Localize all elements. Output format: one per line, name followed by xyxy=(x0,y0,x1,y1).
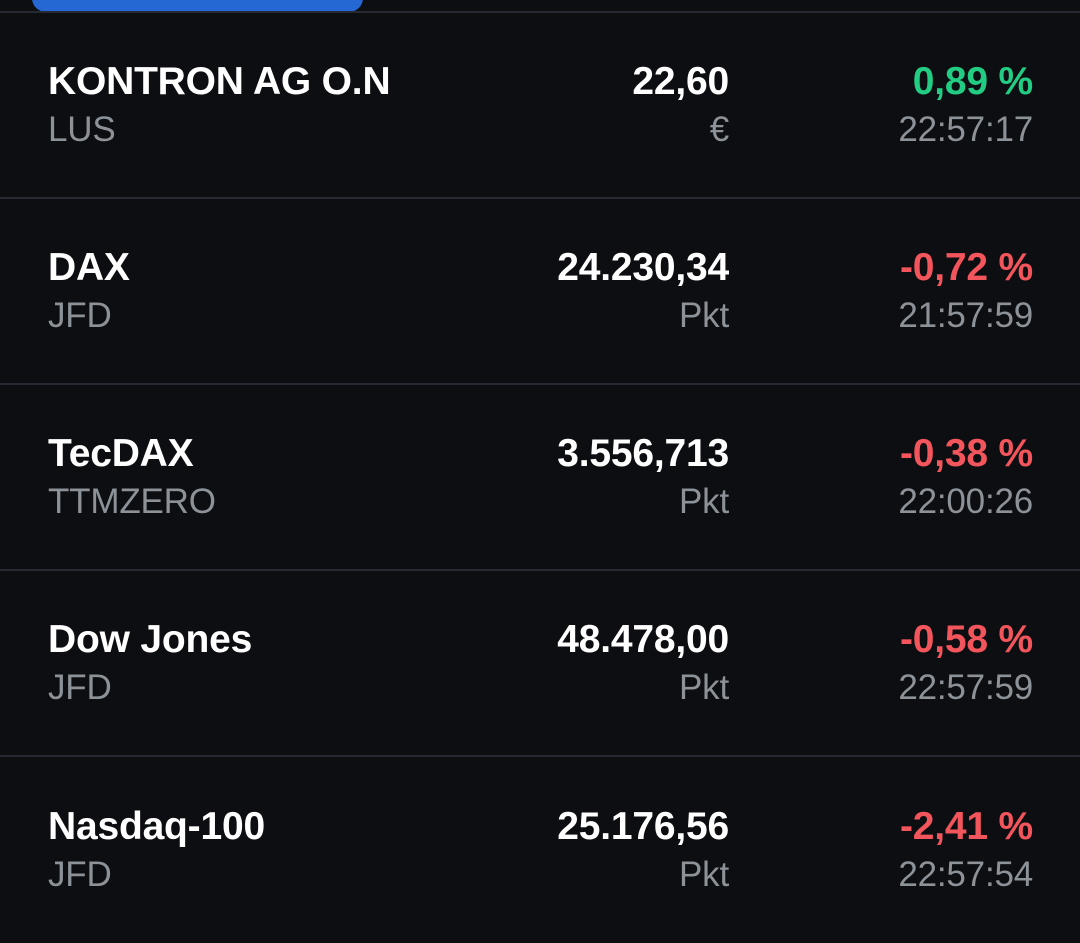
instrument-venue: JFD xyxy=(48,296,112,335)
instrument-venue: JFD xyxy=(48,668,112,707)
instrument-name: Dow Jones xyxy=(48,618,253,661)
quote-secondary-line: JFD Pkt 22:57:54 xyxy=(48,855,1033,895)
instrument-change-percent: -0,72 % xyxy=(899,246,1033,289)
instrument-unit: Pkt xyxy=(679,668,729,707)
tab-strip xyxy=(0,0,1080,12)
instrument-unit: € xyxy=(709,110,729,149)
header-divider xyxy=(0,11,1080,13)
quote-secondary-line: LUS €22:57:17 xyxy=(48,110,1033,150)
quote-row[interactable]: Nasdaq-100 25.176,56 -2,41 % JFD Pkt 22:57:54 xyxy=(0,757,1080,943)
instrument-change-percent: 0,89 % xyxy=(912,60,1033,103)
quote-primary-line: KONTRON AG O.N 22,60 0,89 % xyxy=(48,60,1033,104)
quote-secondary-line: JFD Pkt 22:57:59 xyxy=(48,668,1033,708)
instrument-change-percent: -0,58 % xyxy=(899,618,1033,661)
quote-secondary-line: JFD Pkt 21:57:59 xyxy=(48,296,1033,336)
instrument-timestamp: 22:57:17 xyxy=(898,110,1033,149)
tab-active-indicator[interactable] xyxy=(32,0,363,12)
quote-primary-line: Nasdaq-100 25.176,56 -2,41 % xyxy=(48,805,1033,849)
instrument-name: KONTRON AG O.N xyxy=(48,60,391,103)
instrument-name: DAX xyxy=(48,246,130,289)
quote-row[interactable]: KONTRON AG O.N 22,60 0,89 % LUS €22:57:17 xyxy=(0,13,1080,199)
quote-row[interactable]: DAX 24.230,34 -0,72 % JFD Pkt 21:57:59 xyxy=(0,199,1080,385)
quote-row[interactable]: Dow Jones 48.478,00 -0,58 % JFD Pkt 22:57:59 xyxy=(0,571,1080,757)
instrument-venue: TTMZERO xyxy=(48,482,216,521)
instrument-unit: Pkt xyxy=(679,482,729,521)
instrument-name: Nasdaq-100 xyxy=(48,805,265,848)
instrument-unit: Pkt xyxy=(679,296,729,335)
quote-primary-line: TecDAX 3.556,713 -0,38 % xyxy=(48,432,1033,476)
quote-secondary-line: TTMZERO Pkt 22:00:26 xyxy=(48,482,1033,522)
instrument-change-percent: -2,41 % xyxy=(899,805,1033,848)
instrument-price: 24.230,34 xyxy=(557,246,729,289)
instrument-venue: JFD xyxy=(48,855,112,894)
instrument-timestamp: 21:57:59 xyxy=(898,296,1033,335)
quote-list: KONTRON AG O.N 22,60 0,89 % LUS €22:57:17 DAX… xyxy=(0,13,1080,943)
instrument-unit: Pkt xyxy=(679,855,729,894)
instrument-price: 25.176,56 xyxy=(557,805,729,848)
quote-primary-line: DAX 24.230,34 -0,72 % xyxy=(48,246,1033,290)
instrument-name: TecDAX xyxy=(48,432,194,475)
quote-primary-line: Dow Jones 48.478,00 -0,58 % xyxy=(48,618,1033,662)
instrument-venue: LUS xyxy=(48,110,116,149)
quote-row[interactable]: TecDAX 3.556,713 -0,38 % TTMZERO Pkt 22:00:26 xyxy=(0,385,1080,571)
instrument-timestamp: 22:57:59 xyxy=(898,668,1033,707)
instrument-price: 3.556,713 xyxy=(557,432,729,475)
instrument-price: 48.478,00 xyxy=(557,618,729,661)
instrument-change-percent: -0,38 % xyxy=(899,432,1033,475)
instrument-timestamp: 22:57:54 xyxy=(898,855,1033,894)
instrument-price: 22,60 xyxy=(632,60,729,103)
instrument-timestamp: 22:00:26 xyxy=(898,482,1033,521)
